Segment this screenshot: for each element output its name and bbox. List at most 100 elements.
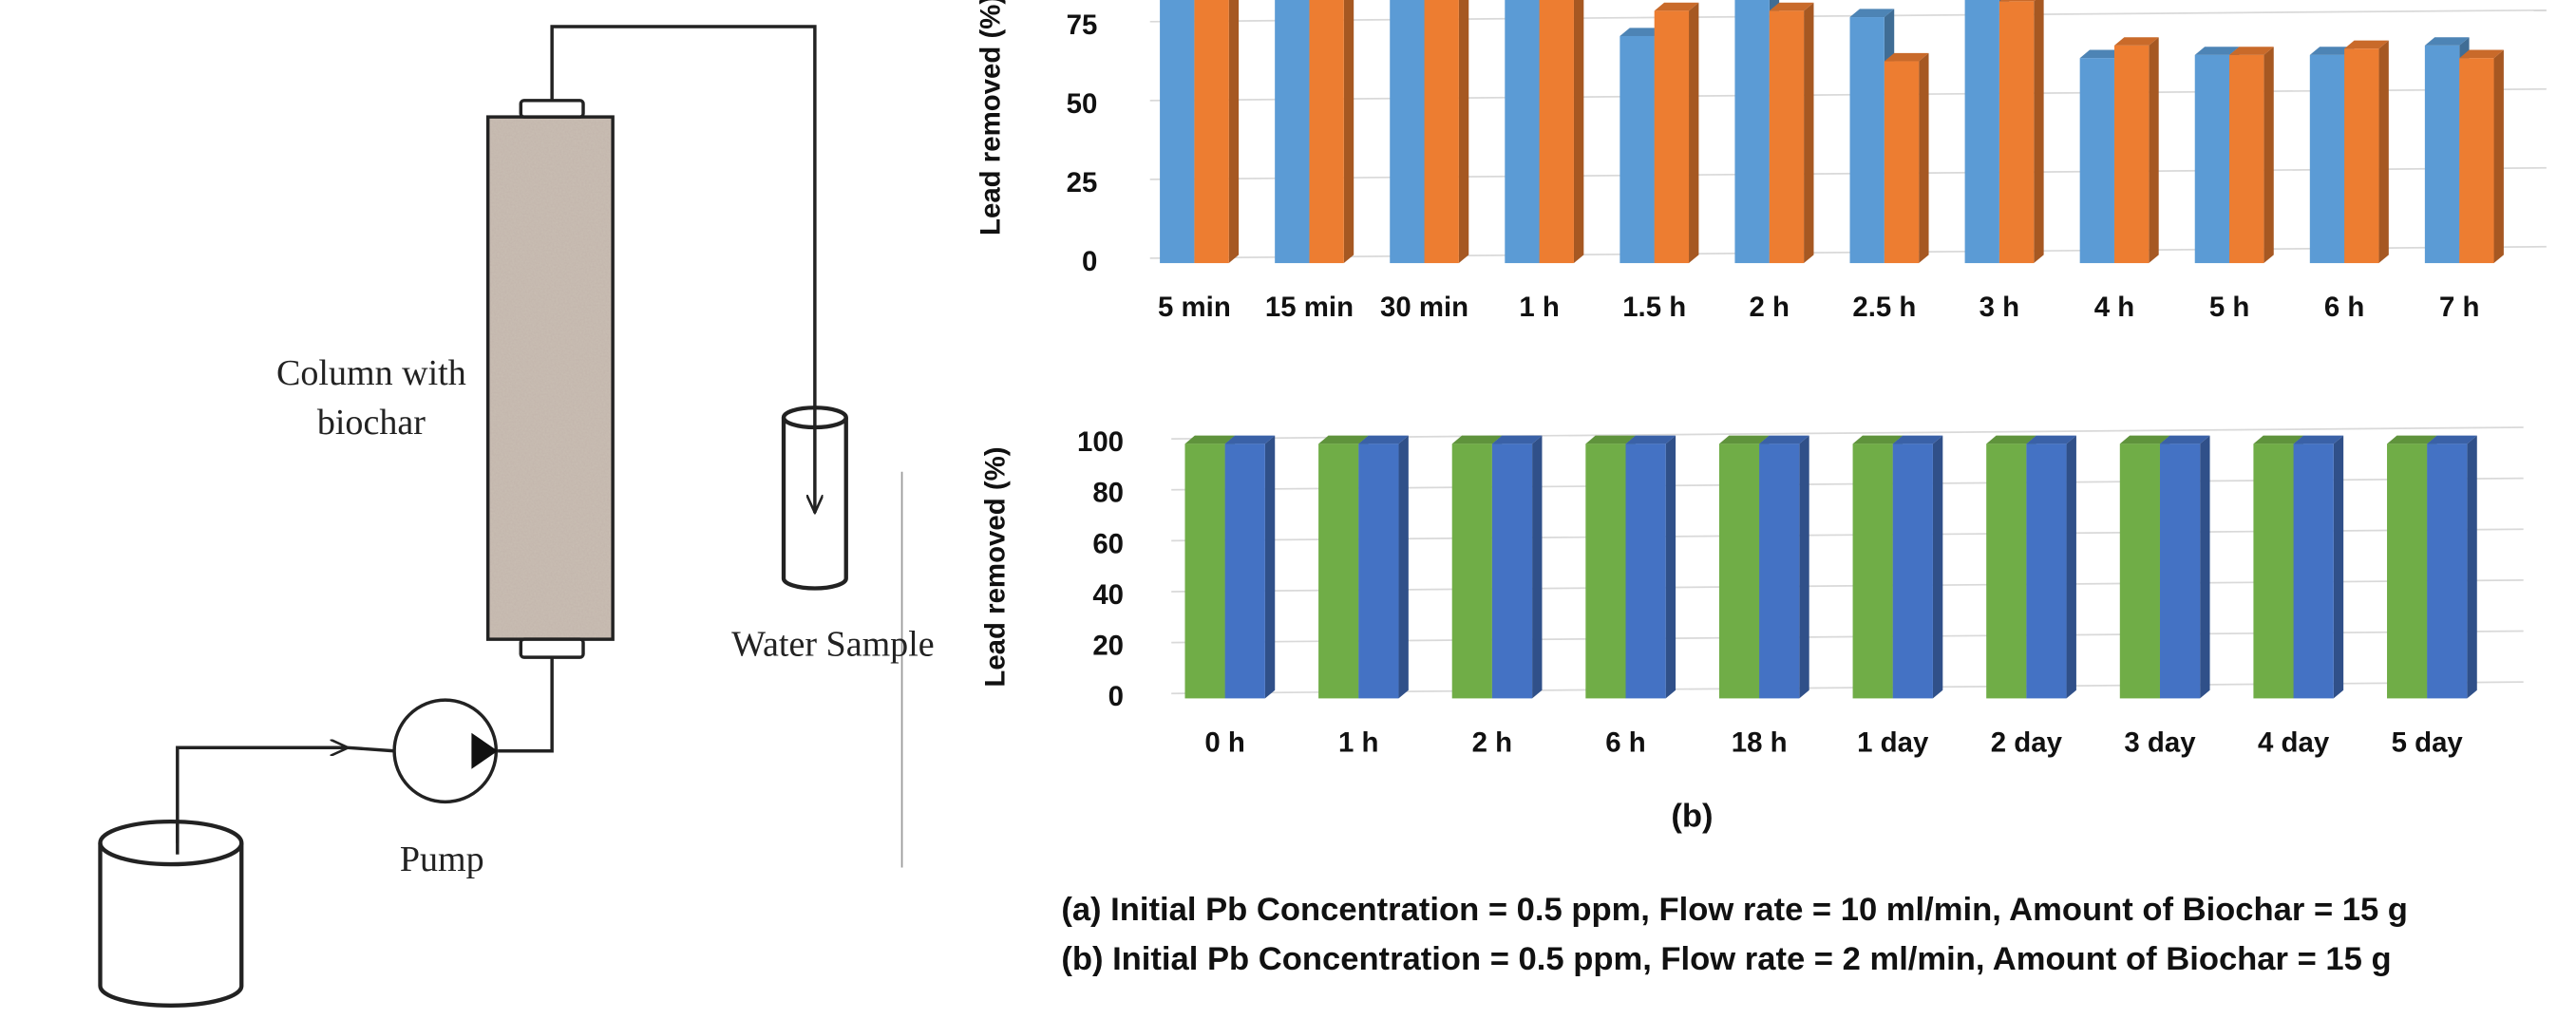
- bar-top: [1625, 435, 1676, 444]
- x-tick-label: 1.5 h: [1622, 292, 1686, 323]
- y-tick-label: 50: [1067, 88, 1098, 120]
- bar: [2159, 443, 2201, 699]
- water-label: Water Sample: [731, 624, 935, 664]
- bar-top: [1852, 435, 1904, 444]
- x-tick-label: 5 h: [2209, 292, 2249, 323]
- column-label: Column with: [276, 353, 466, 393]
- bar: [1625, 443, 1666, 699]
- x-tick-label: 0 h: [1204, 727, 1244, 759]
- bar: [1986, 443, 2027, 699]
- bar: [1451, 443, 1492, 699]
- bar-top: [2253, 435, 2303, 444]
- bar-side: [1804, 2, 1814, 264]
- bar: [1505, 0, 1540, 264]
- x-tick-label: 3 h: [1979, 292, 2019, 323]
- bar: [1654, 10, 1690, 264]
- bar-top: [2026, 435, 2076, 444]
- bar-top: [1318, 435, 1369, 444]
- pump-triangle: [471, 732, 499, 769]
- bar-top: [2194, 47, 2240, 55]
- x-tick-label: 6 h: [1605, 727, 1645, 759]
- bar-top: [1759, 435, 1809, 444]
- y-tick-label: 0: [1082, 246, 1097, 277]
- bar: [1358, 443, 1399, 699]
- bar-top: [1491, 435, 1543, 444]
- bar-top: [1884, 52, 1929, 62]
- bar-top: [2387, 435, 2437, 444]
- bar: [2293, 443, 2334, 699]
- bar: [1194, 0, 1229, 264]
- inlet-pipe: [176, 747, 349, 855]
- grid-line: [1149, 9, 2547, 23]
- bar-side: [2493, 49, 2504, 264]
- bar-side: [1932, 435, 1943, 699]
- bar-top: [1358, 435, 1409, 444]
- beaker-top: [98, 819, 244, 867]
- x-tick-label: 2 h: [1750, 292, 1790, 323]
- bar-side: [2333, 435, 2344, 699]
- panel-label: (b): [1671, 798, 1713, 834]
- bar: [2119, 443, 2160, 699]
- bar: [1884, 61, 1920, 264]
- bar-top: [2459, 49, 2504, 59]
- bar: [1224, 443, 1265, 699]
- outlet-pipe: [550, 25, 815, 513]
- bar-side: [1919, 52, 1929, 264]
- x-tick-label: 1 day: [1857, 727, 1929, 759]
- bar: [2424, 45, 2460, 264]
- bar: [1964, 0, 1999, 264]
- bar-top: [1585, 435, 1636, 444]
- bar-side: [1458, 0, 1469, 264]
- bar: [1539, 0, 1574, 264]
- bar-side: [2034, 0, 2044, 264]
- sample-tube-top: [781, 406, 848, 430]
- column-cap: [519, 99, 585, 119]
- bar-top: [2113, 37, 2159, 46]
- bar: [1390, 0, 1425, 264]
- bar-top: [2427, 435, 2477, 444]
- bar: [1849, 17, 1885, 264]
- bar: [1619, 35, 1655, 264]
- sample-tube: [781, 417, 848, 591]
- bar-top: [1451, 435, 1503, 444]
- caption: (a) Initial Pb Concentration = 0.5 ppm, …: [1061, 892, 2408, 928]
- bar-side: [2066, 435, 2076, 699]
- x-tick-label: 2.5 h: [1852, 292, 1916, 323]
- bar: [2113, 45, 2150, 264]
- bar-top: [1184, 435, 1236, 444]
- bar-side: [1573, 0, 1584, 264]
- pump-pipe: [498, 657, 554, 753]
- caption: (b) Initial Pb Concentration = 0.5 ppm, …: [1061, 941, 2391, 977]
- y-tick-label: 75: [1067, 9, 1098, 41]
- bar-top: [1849, 9, 1895, 18]
- bar: [1734, 0, 1770, 264]
- bar-side: [1343, 0, 1354, 264]
- x-tick-label: 5 min: [1158, 292, 1231, 323]
- x-tick-label: 1 h: [1519, 292, 1559, 323]
- y-tick-label: 60: [1092, 528, 1124, 559]
- bar-top: [2079, 49, 2125, 59]
- bar-top: [1718, 435, 1770, 444]
- bar-side: [1228, 0, 1240, 264]
- beaker: [98, 842, 244, 1008]
- bar-side: [2467, 435, 2477, 699]
- pump-label: Pump: [400, 840, 484, 879]
- bar-top: [2309, 47, 2355, 55]
- bar-side: [1665, 435, 1676, 699]
- x-tick-label: 5 day: [2392, 727, 2464, 759]
- bar: [1585, 443, 1626, 699]
- column-label: biochar: [317, 403, 426, 443]
- bar: [1852, 443, 1893, 699]
- bar: [2309, 54, 2345, 264]
- bar: [1318, 443, 1359, 699]
- y-axis-label: Lead removed (%): [980, 446, 1012, 687]
- x-tick-label: 6 h: [2324, 292, 2364, 323]
- x-tick-label: 4 day: [2258, 727, 2330, 759]
- x-tick-label: 4 h: [2094, 292, 2134, 323]
- bar: [1424, 0, 1459, 264]
- inlet-pipe: [348, 745, 395, 753]
- bar-side: [1532, 435, 1543, 699]
- bar: [2459, 58, 2494, 264]
- bar: [2387, 443, 2428, 699]
